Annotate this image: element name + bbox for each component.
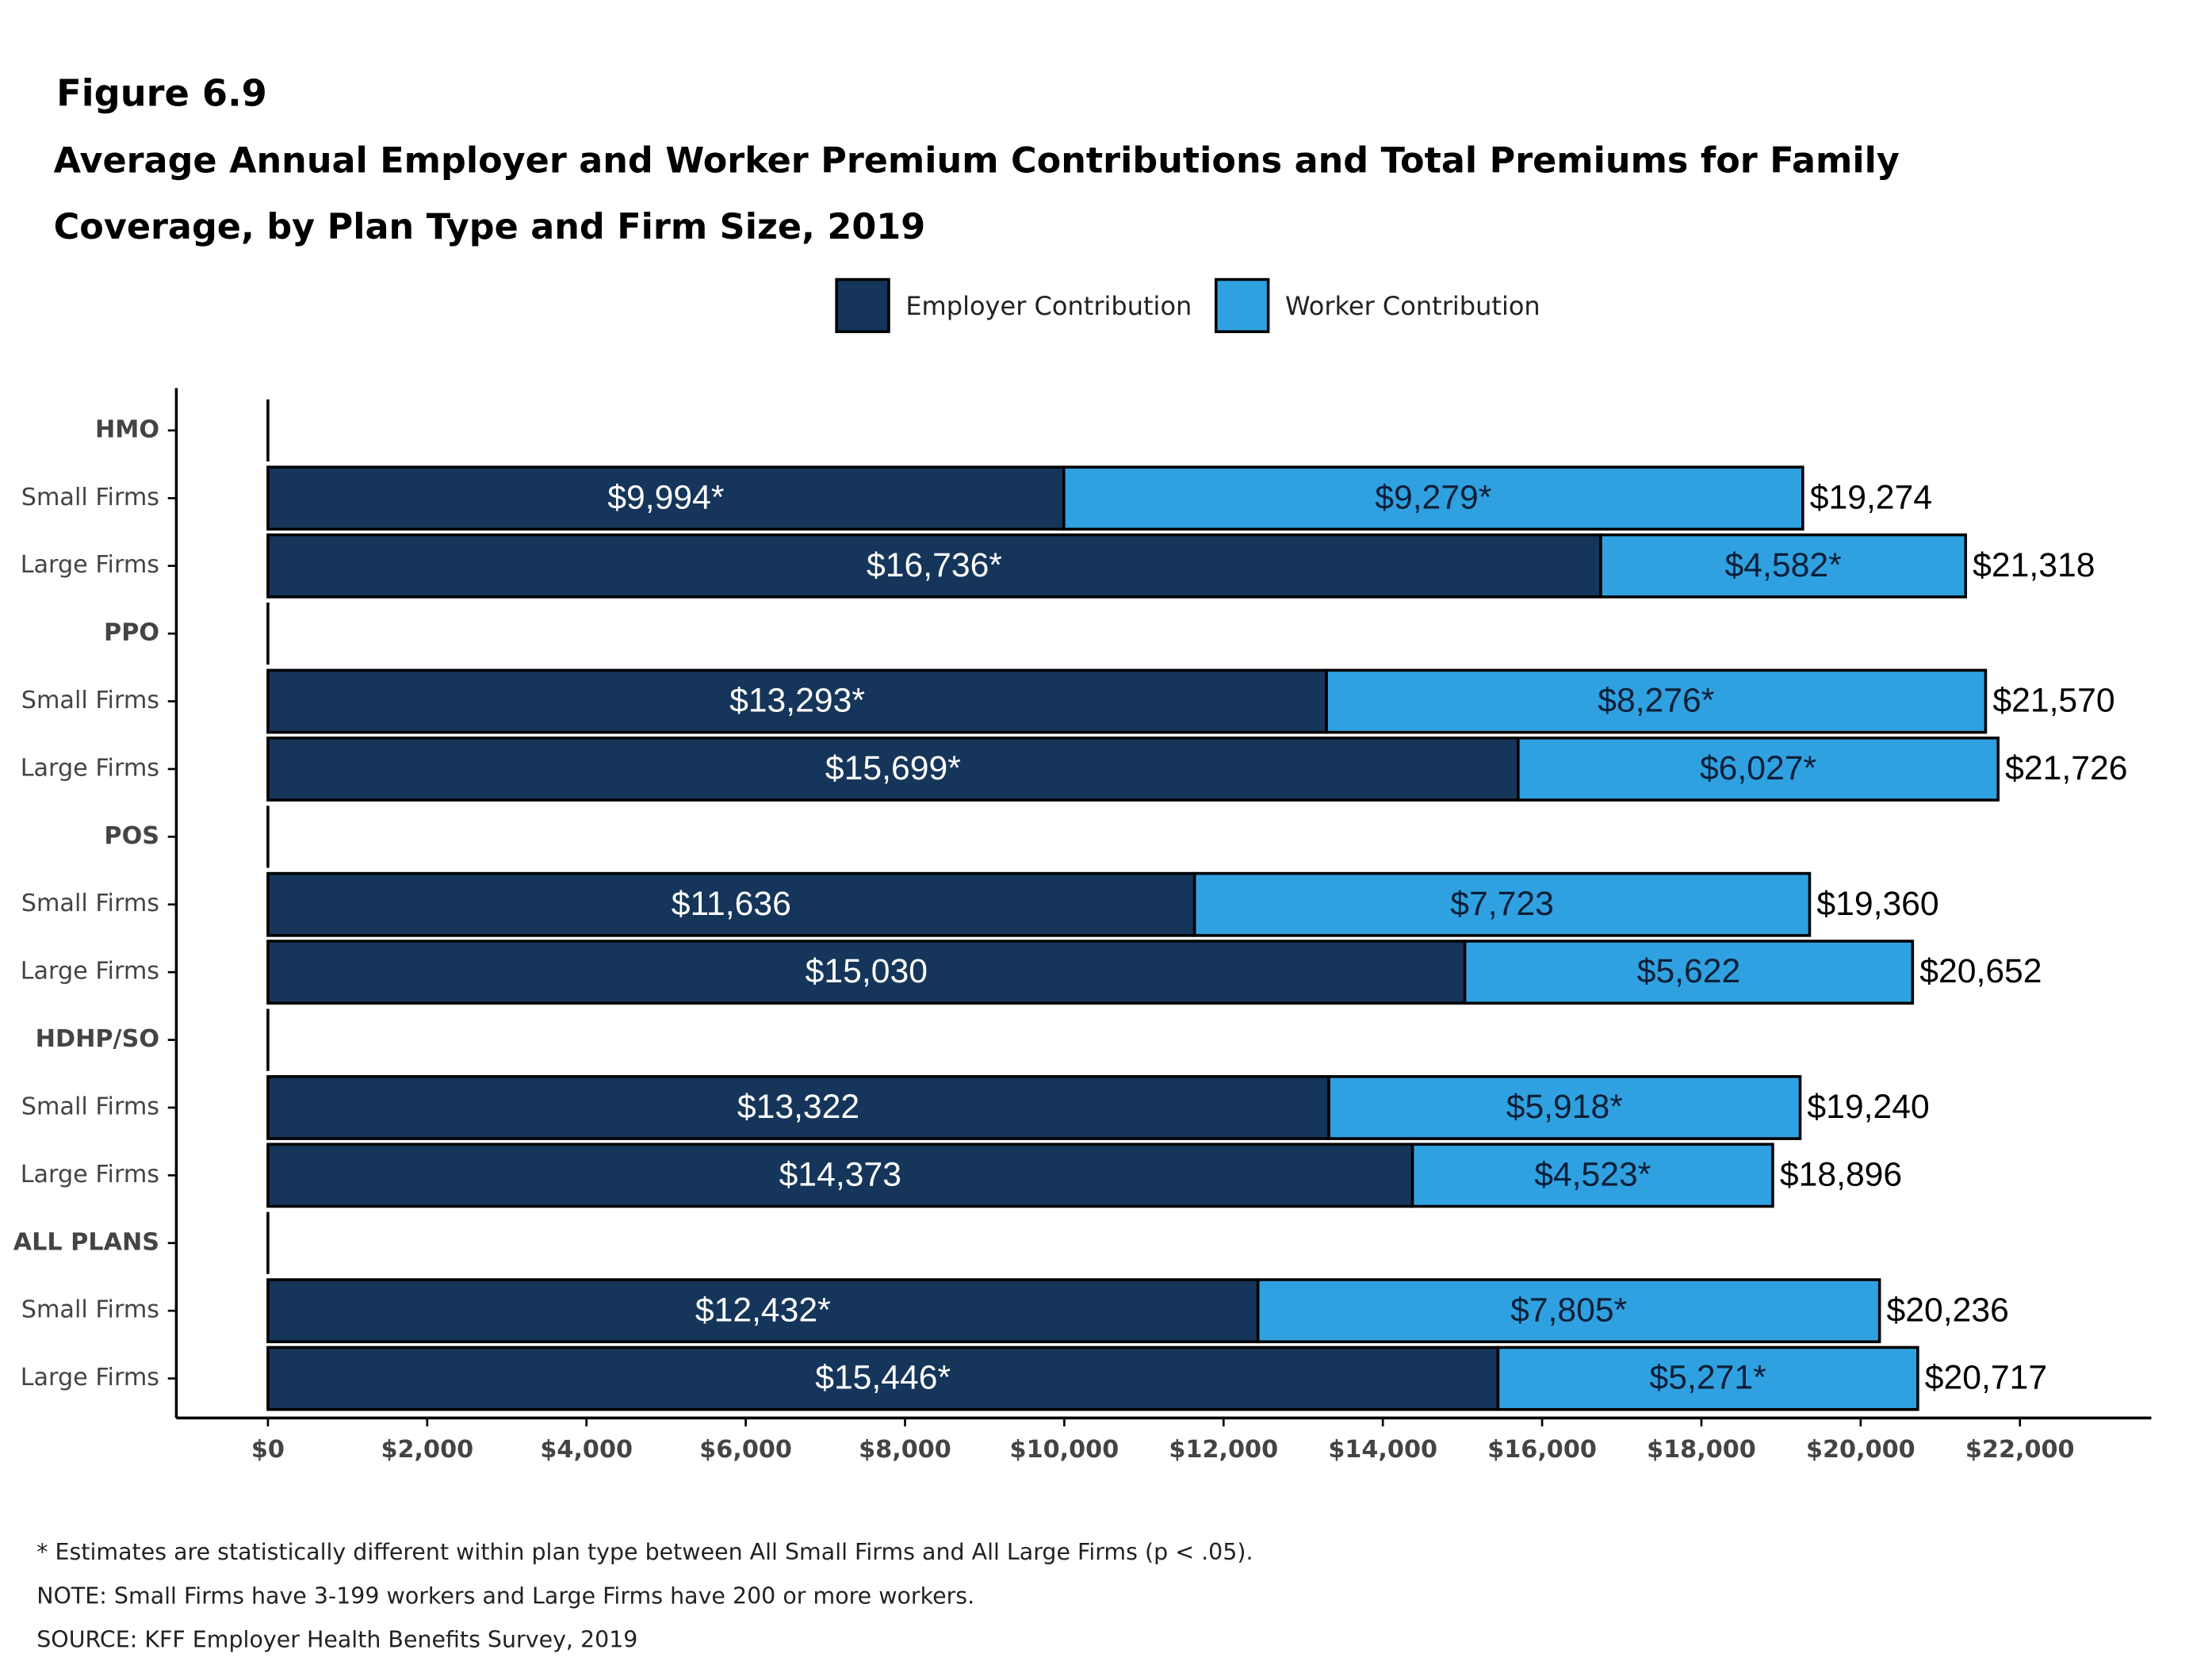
data-label: $5,918* <box>1506 1088 1623 1126</box>
total-label: $21,726 <box>2005 749 2127 787</box>
x-tick-label: $18,000 <box>1647 1436 1756 1464</box>
total-label: $20,236 <box>1887 1291 2009 1329</box>
data-label: $12,432* <box>695 1291 831 1329</box>
data-label: $8,276* <box>1598 682 1714 720</box>
x-tick-label: $22,000 <box>1965 1436 2075 1464</box>
data-label: $4,582* <box>1725 546 1842 584</box>
y-tick-label: Small Firms <box>21 1296 159 1324</box>
legend-swatch <box>1215 278 1270 334</box>
data-label: $7,805* <box>1510 1291 1627 1329</box>
data-label: $15,446* <box>815 1359 951 1397</box>
group-label: HDHP/SO <box>36 1025 159 1053</box>
x-tick-label: $12,000 <box>1169 1436 1278 1464</box>
y-tick-label: Large Firms <box>21 1161 159 1188</box>
bar-segment <box>1410 1143 1774 1208</box>
y-tick-label: Small Firms <box>21 1093 159 1120</box>
data-label: $6,027* <box>1700 749 1816 787</box>
x-tick-label: $8,000 <box>859 1436 951 1464</box>
y-tick-label: Large Firms <box>21 958 159 986</box>
bar-segment <box>1496 1345 1919 1411</box>
total-label: $20,652 <box>1919 952 2042 990</box>
y-tick-label: Small Firms <box>21 890 159 917</box>
y-tick-label: Small Firms <box>21 484 159 511</box>
bar-segment <box>1256 1278 1881 1344</box>
bar-segment <box>266 668 1328 734</box>
data-label: $14,373 <box>779 1155 901 1193</box>
legend-label: Worker Contribution <box>1285 291 1540 321</box>
bar-segment <box>1327 1075 1802 1140</box>
data-label: $13,322 <box>737 1088 859 1126</box>
x-tick-label: $0 <box>251 1436 285 1464</box>
bar-segment <box>266 1278 1260 1344</box>
x-tick-label: $16,000 <box>1487 1436 1597 1464</box>
data-label: $9,279* <box>1375 478 1491 516</box>
bar-segment <box>266 737 1520 802</box>
chart-subtitle: Average Annual Employer and Worker Premi… <box>53 140 1900 247</box>
bar-segment <box>266 465 1066 531</box>
total-label: $21,318 <box>1973 546 2095 584</box>
footnote: NOTE: Small Firms have 3-199 workers and… <box>36 1583 974 1609</box>
x-tick-label: $14,000 <box>1328 1436 1437 1464</box>
bar-segment <box>1325 668 1988 734</box>
total-label: $19,274 <box>1810 478 1932 516</box>
total-label: $20,717 <box>1925 1359 2047 1397</box>
legend-label: Employer Contribution <box>905 291 1192 321</box>
x-tick-label: $2,000 <box>381 1436 473 1464</box>
footnote: SOURCE: KFF Employer Health Benefits Sur… <box>36 1627 637 1653</box>
bar-segment <box>1463 940 1915 1005</box>
group-label: PPO <box>104 619 159 647</box>
y-tick-label: Large Firms <box>21 551 159 579</box>
data-label: $4,523* <box>1534 1155 1651 1193</box>
bar-segment <box>266 1075 1330 1140</box>
data-label: $15,699* <box>825 749 961 787</box>
data-label: $5,271* <box>1650 1359 1766 1397</box>
data-label: $16,736* <box>867 546 1002 584</box>
legend-swatch <box>835 278 890 334</box>
bar-segment <box>1192 871 1812 937</box>
chart-title: Figure 6.9 <box>56 72 267 115</box>
bar-segment <box>266 1345 1500 1411</box>
group-label: POS <box>104 822 159 850</box>
subtitle-box: Average Annual Employer and Worker Premi… <box>53 140 1900 247</box>
group-label: ALL PLANS <box>13 1228 159 1256</box>
data-label: $7,723 <box>1450 885 1554 923</box>
bar-segment <box>266 1143 1414 1208</box>
x-tick-label: $20,000 <box>1806 1436 1915 1464</box>
data-label: $5,622 <box>1637 952 1741 990</box>
bar-segment <box>266 940 1467 1005</box>
footnote: * Estimates are statistically different … <box>36 1539 1253 1565</box>
total-label: $18,896 <box>1780 1155 1902 1193</box>
data-label: $9,994* <box>607 478 724 516</box>
x-tick-label: $10,000 <box>1010 1436 1119 1464</box>
y-tick-label: Large Firms <box>21 754 159 782</box>
total-label: $19,360 <box>1816 885 1938 923</box>
data-label: $15,030 <box>806 952 928 990</box>
total-label: $21,570 <box>1992 682 2114 720</box>
bar-segment <box>1517 737 2000 802</box>
x-tick-label: $6,000 <box>699 1436 792 1464</box>
group-label: HMO <box>95 415 159 443</box>
total-label: $19,240 <box>1807 1088 1929 1126</box>
x-tick-label: $4,000 <box>540 1436 633 1464</box>
y-tick-label: Small Firms <box>21 687 159 714</box>
bar-segment <box>1062 465 1804 531</box>
data-label: $11,636 <box>672 885 791 923</box>
y-tick-label: Large Firms <box>21 1364 159 1391</box>
data-label: $13,293* <box>729 682 865 720</box>
bar-segment <box>1599 533 1968 599</box>
